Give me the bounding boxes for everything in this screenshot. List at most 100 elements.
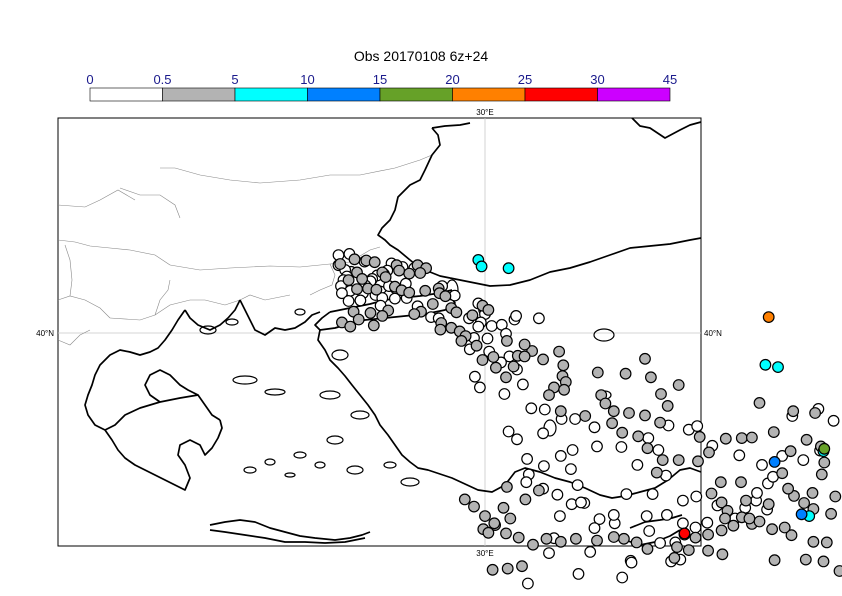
station-marker-gray bbox=[468, 500, 480, 513]
lat-label-left: 40°N bbox=[36, 329, 54, 338]
station-marker-gray bbox=[817, 555, 830, 568]
station-marker-white bbox=[566, 444, 579, 456]
station-marker-white bbox=[472, 320, 485, 333]
station-marker-gray bbox=[735, 476, 747, 489]
station-marker-gray bbox=[672, 454, 685, 467]
station-marker-gray bbox=[656, 454, 669, 467]
colorbar-tick-label: 0.5 bbox=[153, 72, 171, 87]
station-marker-gray bbox=[476, 354, 489, 366]
station-marker-white bbox=[481, 332, 494, 345]
station-marker-gray bbox=[787, 405, 800, 418]
station-marker-gray bbox=[719, 512, 731, 525]
station-marker-white bbox=[498, 388, 511, 400]
station-marker-white bbox=[521, 453, 533, 465]
station-marker-gray bbox=[682, 544, 695, 556]
station-marker-gray bbox=[348, 253, 361, 266]
station-marker-gray bbox=[825, 507, 837, 520]
station-marker-white bbox=[520, 476, 533, 489]
station-marker-gray bbox=[482, 526, 495, 539]
station-marker-white bbox=[625, 556, 638, 569]
station-marker-gray bbox=[740, 494, 752, 507]
station-marker-gray bbox=[558, 383, 570, 396]
station-marker-gray bbox=[818, 456, 831, 469]
station-marker-gray bbox=[716, 548, 729, 561]
station-marker-white bbox=[551, 488, 564, 501]
colorbar-bin bbox=[597, 87, 671, 102]
station-marker-gray bbox=[414, 267, 427, 279]
station-marker-gray bbox=[533, 484, 545, 497]
station-marker-gray bbox=[782, 482, 794, 495]
station-marker-gray bbox=[393, 264, 406, 277]
station-marker-gray bbox=[501, 335, 513, 347]
colorbar-bin bbox=[162, 87, 236, 102]
station-marker-white bbox=[827, 414, 840, 427]
station-marker-white bbox=[565, 463, 577, 476]
station-marker-white bbox=[517, 378, 529, 391]
station-marker-gray bbox=[766, 523, 778, 536]
station-marker-cyan bbox=[502, 262, 515, 275]
station-marker-white bbox=[588, 522, 601, 534]
station-marker-blue bbox=[768, 456, 781, 468]
station-marker-gray bbox=[591, 534, 603, 547]
station-marker-gray bbox=[661, 400, 674, 412]
station-marker-white bbox=[533, 312, 545, 325]
colorbar-tick-label: 30 bbox=[590, 72, 604, 87]
station-marker-gray bbox=[470, 339, 483, 352]
station-marker-gray bbox=[403, 267, 416, 280]
station-marker-gray bbox=[500, 527, 512, 540]
station-marker-green bbox=[818, 442, 831, 455]
station-marker-gray bbox=[487, 351, 500, 363]
station-marker-gray bbox=[554, 405, 567, 418]
station-marker-white bbox=[522, 577, 534, 590]
station-marker-gray bbox=[518, 338, 531, 351]
station-marker-gray bbox=[702, 544, 714, 557]
lon-label-top: 30°E bbox=[476, 108, 493, 117]
station-marker-gray bbox=[426, 298, 439, 310]
station-marker-red bbox=[678, 527, 691, 540]
station-marker-gray bbox=[497, 501, 510, 514]
station-marker-gray bbox=[820, 536, 833, 549]
station-marker-gray bbox=[490, 361, 502, 374]
station-marker-white bbox=[652, 444, 665, 456]
station-marker-gray bbox=[450, 306, 463, 319]
station-marker-gray bbox=[778, 521, 791, 534]
station-marker-gray bbox=[344, 320, 357, 333]
station-marker-gray bbox=[715, 524, 728, 537]
station-marker-white bbox=[620, 488, 633, 501]
station-marker-gray bbox=[527, 538, 539, 551]
station-marker-white bbox=[733, 449, 746, 462]
station-marker-gray bbox=[419, 284, 432, 297]
station-marker-gray bbox=[619, 367, 632, 380]
station-marker-gray bbox=[479, 510, 491, 522]
station-marker-white bbox=[510, 310, 522, 322]
station-marker-white bbox=[569, 413, 581, 425]
colorbar-bin bbox=[89, 87, 163, 102]
station-marker-gray bbox=[672, 379, 685, 391]
station-marker-gray bbox=[784, 445, 797, 458]
station-marker-gray bbox=[655, 388, 667, 400]
station-marker-gray bbox=[512, 531, 525, 544]
station-marker-white bbox=[537, 427, 549, 440]
station-marker-gray bbox=[606, 417, 618, 430]
station-marker-gray bbox=[616, 426, 629, 439]
station-marker-gray bbox=[458, 493, 471, 506]
station-marker-white bbox=[677, 494, 689, 507]
station-marker-gray bbox=[370, 283, 383, 296]
colorbar-tick-label: 15 bbox=[373, 72, 387, 87]
station-marker-white bbox=[616, 571, 629, 584]
station-marker-gray bbox=[693, 431, 706, 443]
colorbar-tick-label: 45 bbox=[663, 72, 677, 87]
station-marker-white bbox=[525, 402, 538, 415]
station-marker-white bbox=[588, 421, 601, 434]
colorbar-bin bbox=[452, 87, 526, 102]
station-marker-white bbox=[554, 450, 567, 462]
station-marker-gray bbox=[519, 493, 532, 506]
station-marker-gray bbox=[379, 271, 392, 284]
station-marker-gray bbox=[501, 481, 513, 493]
station-marker-white bbox=[593, 513, 606, 525]
station-marker-gray bbox=[507, 360, 520, 373]
station-marker-white bbox=[691, 420, 704, 433]
station-marker-white bbox=[474, 381, 486, 394]
station-marker-white bbox=[575, 496, 587, 509]
station-marker-gray bbox=[342, 274, 355, 287]
